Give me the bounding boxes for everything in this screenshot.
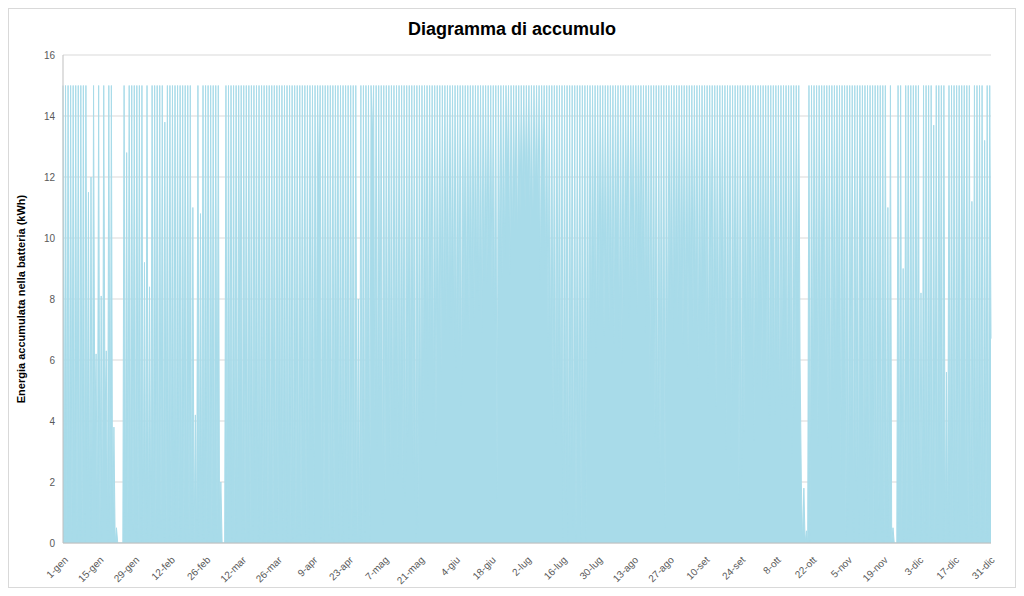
svg-text:23-apr: 23-apr: [327, 554, 356, 583]
svg-text:22-ott: 22-ott: [793, 554, 819, 580]
svg-text:27-ago: 27-ago: [646, 554, 676, 584]
svg-text:10-set: 10-set: [684, 554, 712, 582]
svg-text:8: 8: [49, 294, 55, 305]
svg-text:14: 14: [44, 111, 56, 122]
svg-text:4-giu: 4-giu: [439, 554, 463, 578]
svg-text:26-feb: 26-feb: [185, 554, 213, 582]
svg-text:9-apr: 9-apr: [295, 554, 320, 579]
svg-text:1-gen: 1-gen: [44, 554, 70, 580]
svg-text:26-mar: 26-mar: [254, 554, 285, 585]
svg-text:18-giu: 18-giu: [470, 554, 497, 581]
svg-text:24-set: 24-set: [720, 554, 748, 582]
svg-text:17-dic: 17-dic: [934, 554, 961, 581]
svg-text:12-mar: 12-mar: [218, 554, 249, 585]
svg-text:7-mag: 7-mag: [363, 554, 391, 582]
svg-text:12: 12: [44, 172, 56, 183]
svg-text:2-lug: 2-lug: [510, 554, 534, 578]
svg-text:12-feb: 12-feb: [149, 554, 177, 582]
svg-text:21-mag: 21-mag: [395, 554, 427, 585]
svg-text:31-dic: 31-dic: [970, 554, 997, 581]
svg-text:8-ott: 8-ott: [761, 554, 783, 576]
svg-text:16: 16: [44, 50, 56, 61]
svg-text:30-lug: 30-lug: [577, 554, 604, 581]
svg-text:29-gen: 29-gen: [112, 554, 142, 584]
svg-text:Energia accumulata nella batte: Energia accumulata nella batteria (kWh): [15, 194, 27, 403]
svg-text:19-nov: 19-nov: [860, 554, 889, 583]
html-text:Diagramma di accumulo: Diagramma di accumulo: [408, 19, 616, 39]
svg-text:3-dic: 3-dic: [902, 554, 925, 577]
svg-text:4: 4: [49, 416, 55, 427]
svg-text:6: 6: [49, 355, 55, 366]
svg-text:13-ago: 13-ago: [611, 554, 641, 584]
svg-text:16-lug: 16-lug: [542, 554, 569, 581]
svg-text:10: 10: [44, 233, 56, 244]
svg-text:0: 0: [49, 538, 55, 549]
svg-text:2: 2: [49, 477, 55, 488]
svg-text:15-gen: 15-gen: [76, 554, 106, 584]
svg-text:5-nov: 5-nov: [829, 554, 854, 579]
